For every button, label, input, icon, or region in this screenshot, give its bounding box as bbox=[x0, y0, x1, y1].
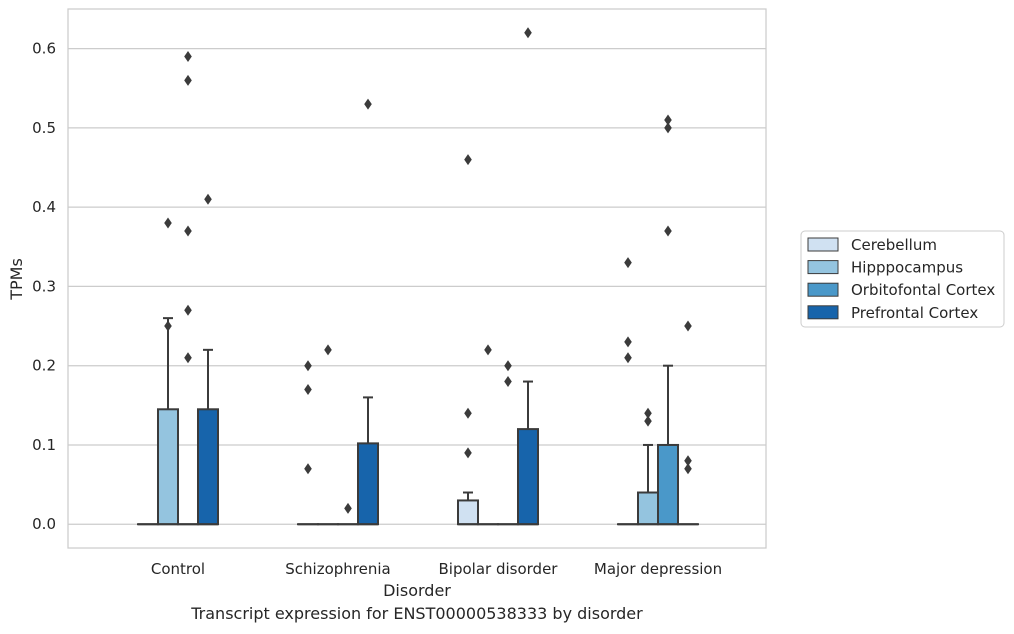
outlier-point bbox=[624, 352, 632, 364]
box-orbitofontal-cortex bbox=[337, 502, 359, 526]
outlier-point bbox=[684, 463, 692, 475]
box-body bbox=[657, 443, 679, 526]
outlier-point bbox=[464, 154, 472, 166]
y-tick-label: 0.5 bbox=[32, 119, 56, 137]
outlier-point bbox=[304, 383, 312, 395]
outlier-point bbox=[184, 352, 192, 364]
outlier-point bbox=[664, 122, 672, 134]
y-axis-label: TPMs bbox=[7, 258, 26, 301]
legend-swatch bbox=[807, 305, 839, 320]
outlier-point bbox=[204, 193, 212, 205]
legend-label: Cerebellum bbox=[851, 236, 937, 254]
outlier-point bbox=[664, 114, 672, 126]
outlier-point bbox=[624, 257, 632, 269]
axis-layer: 0.0 0.1 0.2 0.3 0.4 0.5 0.6 Control Schizophreni… bbox=[32, 40, 722, 578]
y-tick-label: 0.6 bbox=[32, 40, 56, 58]
outlier-point bbox=[324, 344, 332, 356]
x-tick-label: Schizophrenia bbox=[285, 560, 390, 578]
outlier-point bbox=[364, 98, 372, 110]
chart-caption: Transcript expression for ENST0000053833… bbox=[191, 604, 643, 623]
box-prefrontal-cortex bbox=[197, 193, 219, 526]
outlier-point bbox=[644, 415, 652, 427]
x-axis-label: Disorder bbox=[383, 581, 451, 600]
box-hipppocampus bbox=[157, 217, 179, 526]
y-tick-label: 0.3 bbox=[32, 277, 56, 295]
x-tick-label: Major depression bbox=[594, 560, 722, 578]
box-prefrontal-cortex bbox=[677, 320, 699, 526]
outlier-point bbox=[184, 225, 192, 237]
box-body bbox=[197, 408, 219, 526]
legend-label: Hipppocampus bbox=[851, 259, 963, 277]
box-hipppocampus bbox=[317, 344, 339, 526]
y-tick-label: 0.0 bbox=[32, 515, 56, 533]
legend-swatch bbox=[807, 237, 839, 252]
box-hipppocampus bbox=[477, 344, 499, 526]
legend-swatch bbox=[807, 282, 839, 297]
outlier-point bbox=[684, 455, 692, 467]
y-tick-label: 0.1 bbox=[32, 436, 56, 454]
outlier-point bbox=[484, 344, 492, 356]
box-orbitofontal-cortex bbox=[177, 51, 199, 526]
outlier-point bbox=[184, 51, 192, 63]
box-body bbox=[517, 428, 539, 526]
box-orbitofontal-cortex bbox=[657, 114, 679, 526]
legend-box bbox=[800, 230, 1005, 328]
plot-frame bbox=[67, 8, 767, 549]
outlier-point bbox=[164, 320, 172, 332]
outlier-point bbox=[644, 407, 652, 419]
outlier-point bbox=[164, 217, 172, 229]
outlier-point bbox=[624, 336, 632, 348]
box-cerebellum bbox=[457, 154, 479, 526]
outlier-point bbox=[344, 502, 352, 514]
outlier-point bbox=[464, 447, 472, 459]
x-tick-label: Bipolar disorder bbox=[439, 560, 559, 578]
outlier-point bbox=[304, 360, 312, 372]
box-cerebellum bbox=[297, 360, 319, 526]
grid-layer bbox=[68, 48, 766, 525]
box-body bbox=[157, 408, 179, 526]
outlier-point bbox=[664, 225, 672, 237]
outlier-point bbox=[184, 74, 192, 86]
plot-layer bbox=[137, 27, 699, 526]
outlier-point bbox=[504, 360, 512, 372]
box-body bbox=[637, 491, 659, 526]
legend: Cerebellum Hipppocampus Orbitofontal Corte… bbox=[800, 230, 1005, 328]
box-body bbox=[357, 442, 379, 526]
legend-swatch bbox=[807, 260, 839, 275]
y-tick-label: 0.2 bbox=[32, 357, 56, 375]
outlier-point bbox=[524, 27, 532, 39]
box-orbitofontal-cortex bbox=[497, 360, 519, 526]
outlier-point bbox=[684, 320, 692, 332]
box-hipppocampus bbox=[637, 407, 659, 526]
box-cerebellum bbox=[617, 257, 639, 526]
y-tick-label: 0.4 bbox=[32, 198, 56, 216]
legend-label: Prefrontal Cortex bbox=[851, 304, 978, 322]
box-prefrontal-cortex bbox=[357, 98, 379, 526]
outlier-point bbox=[464, 407, 472, 419]
outlier-point bbox=[304, 463, 312, 475]
box-prefrontal-cortex bbox=[517, 27, 539, 526]
outlier-point bbox=[184, 304, 192, 316]
x-tick-label: Control bbox=[151, 560, 205, 578]
outlier-point bbox=[504, 376, 512, 388]
box-body bbox=[457, 499, 479, 526]
legend-label: Orbitofontal Cortex bbox=[851, 281, 995, 299]
